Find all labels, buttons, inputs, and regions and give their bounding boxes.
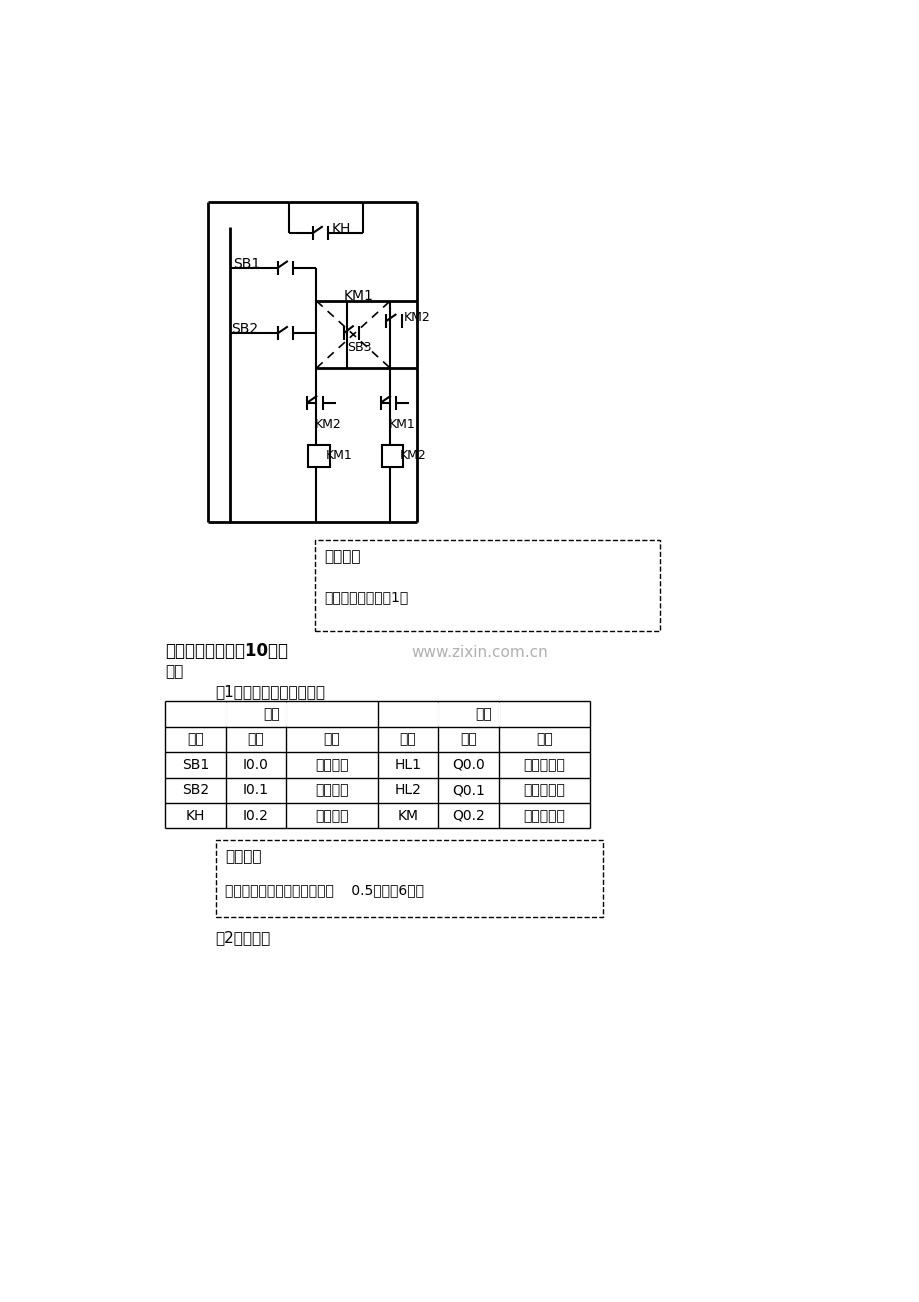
Text: （2）梯形图: （2）梯形图 <box>216 931 271 945</box>
Text: 启动按钮: 启动按钮 <box>315 784 348 797</box>
Text: www.zixin.com.cn: www.zixin.com.cn <box>411 646 547 660</box>
Text: 符号: 符号 <box>187 733 204 746</box>
Text: 评分标准: 评分标准 <box>323 549 360 564</box>
Text: KM2: KM2 <box>314 418 341 431</box>
Text: KM1: KM1 <box>344 289 373 303</box>
Text: Q0.1: Q0.1 <box>451 784 484 797</box>
Bar <box>308 445 329 466</box>
Text: 每个输入输出符号和端口地址    0.5分（共6处）: 每个输入输出符号和端口地址 0.5分（共6处） <box>225 883 424 897</box>
Text: 解：: 解： <box>165 664 184 680</box>
Text: 过载保护: 过载保护 <box>315 809 348 823</box>
Text: KH: KH <box>332 223 351 237</box>
Text: Q0.0: Q0.0 <box>451 758 484 772</box>
Text: 符号: 符号 <box>399 733 416 746</box>
Text: 停止按钮: 停止按钮 <box>315 758 348 772</box>
Text: 接触器线圈: 接触器线圈 <box>523 809 564 823</box>
Text: 端口: 端口 <box>460 733 476 746</box>
Text: SB2: SB2 <box>182 784 209 797</box>
Text: I0.1: I0.1 <box>243 784 268 797</box>
Text: KM1: KM1 <box>388 418 414 431</box>
Text: HL2: HL2 <box>394 784 421 797</box>
Text: 启动指示灯: 启动指示灯 <box>523 758 564 772</box>
Text: KM2: KM2 <box>399 449 425 462</box>
Text: 作用: 作用 <box>323 733 340 746</box>
Text: KH: KH <box>186 809 205 823</box>
Text: I0.2: I0.2 <box>243 809 268 823</box>
Text: SB3: SB3 <box>347 341 371 354</box>
Text: 六、综合题（本题10分）: 六、综合题（本题10分） <box>165 642 288 660</box>
Text: 每处图形文字符号1分: 每处图形文字符号1分 <box>323 590 408 604</box>
Text: I0.0: I0.0 <box>243 758 268 772</box>
Text: HL1: HL1 <box>394 758 421 772</box>
Text: KM1: KM1 <box>325 449 352 462</box>
Text: （1）输入输出端口分配表: （1）输入输出端口分配表 <box>216 684 325 699</box>
Text: 输出: 输出 <box>475 707 492 721</box>
Text: 评分标准: 评分标准 <box>225 849 261 865</box>
Text: 停止指示灯: 停止指示灯 <box>523 784 564 797</box>
Bar <box>381 445 403 466</box>
Text: SB1: SB1 <box>233 256 260 271</box>
Text: KM2: KM2 <box>403 311 429 324</box>
Text: KM: KM <box>397 809 418 823</box>
Text: SB1: SB1 <box>182 758 209 772</box>
Text: 输入: 输入 <box>263 707 279 721</box>
Text: 端口: 端口 <box>247 733 264 746</box>
Text: Q0.2: Q0.2 <box>451 809 484 823</box>
Text: SB2: SB2 <box>231 323 258 336</box>
Text: 作用: 作用 <box>536 733 552 746</box>
